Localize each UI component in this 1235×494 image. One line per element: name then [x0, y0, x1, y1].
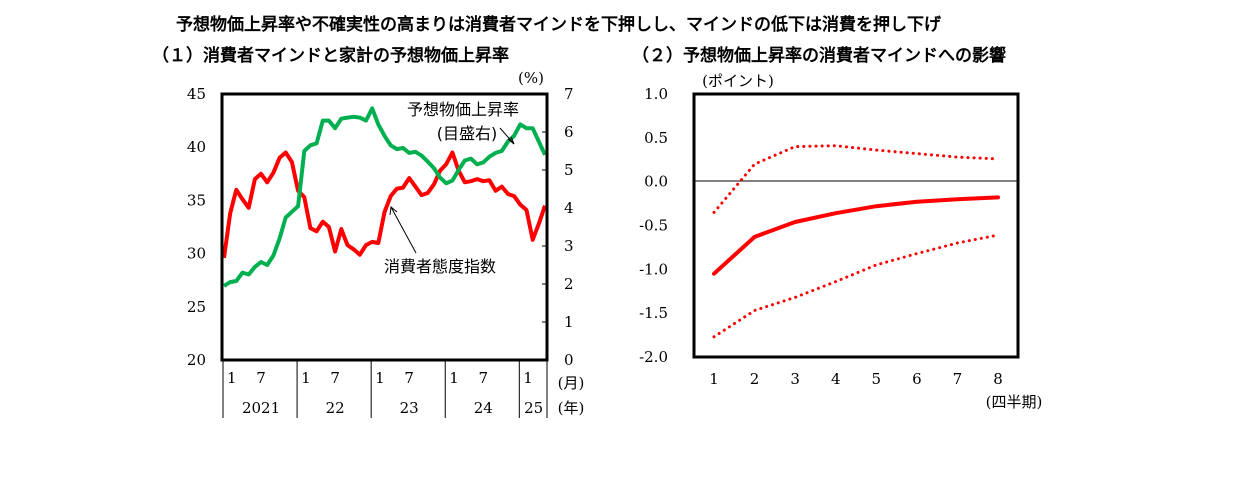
- annotation-arrow-cci: [389, 206, 417, 254]
- chart1-right-tick-label: 6: [564, 123, 574, 141]
- chart2-series: [712, 144, 1000, 339]
- chart1-right-tick-label: 1: [564, 313, 574, 331]
- chart1-plot-frame: [220, 92, 549, 362]
- chart2-y-unit: (ポイント): [702, 72, 774, 90]
- chart2-upper-line: [712, 144, 1000, 214]
- chart1-year-tick-label: 24: [474, 399, 493, 417]
- chart2-lower-line: [712, 233, 1000, 339]
- chart1-month-tick-label: 1: [449, 369, 459, 387]
- chart2-y-tick-label: -2.0: [639, 348, 668, 366]
- chart1-left-tick-label: 30: [187, 245, 206, 263]
- chart2-y-tick-label: 1.0: [644, 85, 668, 103]
- chart1-month-tick-label: 7: [330, 369, 340, 387]
- chart2-y-tick-label: -0.5: [639, 217, 668, 235]
- chart2-y-tick-label: -1.5: [639, 304, 668, 322]
- annotation-expect-line1: 予想物価上昇率: [407, 100, 519, 119]
- chart1-right-tick-label: 7: [564, 85, 574, 103]
- figure-subtitle: 予想物価上昇率や不確実性の高まりは消費者マインドを下押しし、マインドの低下は消費…: [176, 15, 941, 35]
- chart1-right-tick-label: 4: [564, 199, 574, 217]
- chart2-y-tick-label: -1.0: [639, 260, 668, 278]
- chart1-month-tick-label: 7: [404, 369, 414, 387]
- chart1-month-tick-label: 7: [478, 369, 488, 387]
- chart1-right-unit: (%): [518, 69, 544, 87]
- chart2-x-tick-label: 6: [912, 370, 922, 388]
- chart2-response-line: [712, 195, 1000, 276]
- chart2-x-tick-label: 8: [993, 370, 1003, 388]
- chart1-right-tick-label: 3: [564, 237, 574, 255]
- chart1-left-tick-label: 25: [187, 298, 206, 316]
- chart1-year-tick-label: 25: [524, 399, 543, 417]
- chart2-x-tick-label: 3: [790, 370, 800, 388]
- expected-inflation-line: [222, 106, 547, 288]
- chart1-month-tick-label: 1: [375, 369, 385, 387]
- chart2: (ポイント) 1.0 0.5 0.0 -0.5 -1.0 -1.5 -2.0 1 2 3 4 5 6 7…: [639, 72, 1042, 411]
- chart2-x-tick-label: 1: [709, 370, 719, 388]
- annotation-arrow-expect: [499, 127, 515, 145]
- chart1-month-tick-label: 1: [523, 369, 533, 387]
- chart1-left-tick-label: 35: [187, 191, 206, 209]
- chart2-y-tick-label: 0.0: [644, 173, 668, 191]
- chart1-right-tick-label: 5: [564, 161, 574, 179]
- chart2-x-tick-label: 5: [872, 370, 882, 388]
- chart1-series: [222, 106, 547, 288]
- chart1-month-tick-label: 1: [227, 369, 237, 387]
- chart1-left-tick-label: 40: [187, 138, 206, 156]
- chart1-year-tick-label: 2021: [242, 399, 280, 417]
- chart1-left-tick-label: 45: [187, 85, 206, 103]
- chart1-month-unit: (月): [558, 374, 585, 392]
- chart2-plot-frame: [692, 92, 1020, 359]
- chart2-x-tick-label: 2: [750, 370, 760, 388]
- chart1-left-axis: 20 25 30 35 40 45: [187, 85, 206, 369]
- chart1-left-tick-label: 20: [187, 351, 206, 369]
- chart1-month-tick-label: 7: [256, 369, 266, 387]
- chart1-year-unit: (年): [558, 399, 585, 417]
- chart2-title: （２）予想物価上昇率の消費者マインドへの影響: [632, 46, 1006, 66]
- chart2-x-tick-label: 7: [953, 370, 963, 388]
- chart1-right-tick-label: 0: [564, 351, 574, 369]
- annotation-cci: 消費者態度指数: [384, 257, 496, 276]
- chart1-right-tick-label: 2: [564, 275, 574, 293]
- annotation-expect-line2: (目盛右): [437, 124, 498, 143]
- chart2-x-tick-label: 4: [831, 370, 841, 388]
- chart1-year-tick-label: 23: [400, 399, 419, 417]
- chart2-y-axis: 1.0 0.5 0.0 -0.5 -1.0 -1.5 -2.0: [639, 85, 668, 366]
- chart2-x-axis: 1 2 3 4 5 6 7 8: [709, 370, 1003, 388]
- chart1-year-tick-label: 22: [326, 399, 345, 417]
- chart2-x-unit: (四半期): [986, 393, 1043, 411]
- chart1-title: （１）消費者マインドと家計の予想物価上昇率: [152, 46, 509, 66]
- chart1-x-axis: 1 7 1 7 1 7 1 7 1 2021 22 23 24 25: [222, 360, 548, 418]
- chart1-month-tick-label: 1: [301, 369, 311, 387]
- chart2-y-tick-label: 0.5: [644, 129, 668, 147]
- consumer-confidence-line: [222, 150, 547, 259]
